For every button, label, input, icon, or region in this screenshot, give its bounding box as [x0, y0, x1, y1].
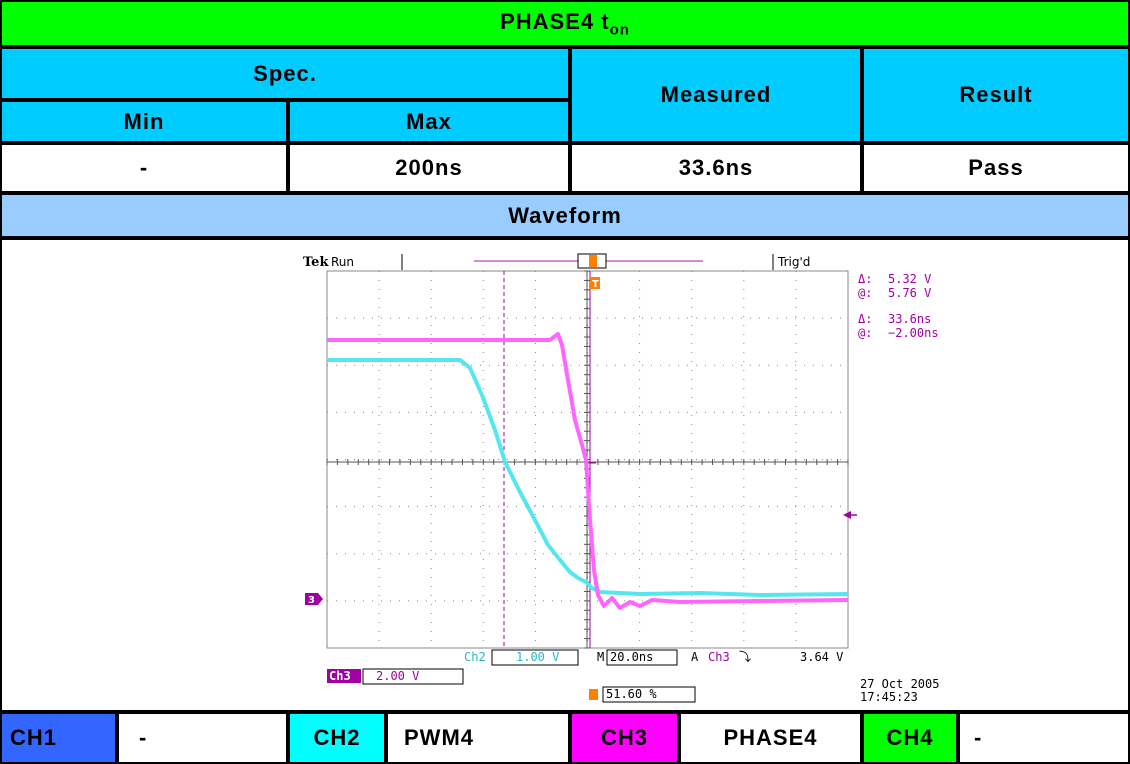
svg-text:Ch2: Ch2: [464, 650, 486, 664]
measured-value: 33.6ns: [570, 143, 862, 193]
legend-ch1-swatch: CH1: [0, 712, 117, 764]
trigger-t-marker-top: [589, 255, 597, 267]
min-value: -: [0, 143, 288, 193]
svg-text:17:45:23: 17:45:23: [860, 690, 918, 704]
max-value: 200ns: [288, 143, 570, 193]
ch3-waveform: [327, 332, 849, 610]
svg-text:@:: @:: [858, 326, 872, 340]
svg-text:A: A: [691, 650, 699, 664]
svg-text:Ch3: Ch3: [708, 650, 730, 664]
svg-text:−2.00ns: −2.00ns: [888, 326, 939, 340]
svg-text:T: T: [592, 279, 599, 290]
svg-text:⤵: ⤵: [739, 650, 751, 664]
svg-text:33.6ns: 33.6ns: [888, 312, 931, 326]
min-header: Min: [0, 100, 288, 143]
svg-text:M: M: [597, 650, 604, 664]
title-bar: PHASE4 ton: [0, 0, 1130, 47]
result-header: Result: [862, 47, 1130, 143]
svg-text:51.60 %: 51.60 %: [606, 687, 657, 701]
svg-text:20.0ns: 20.0ns: [610, 650, 653, 664]
ch3-ground-marker: [305, 593, 323, 605]
result-value: Pass: [862, 143, 1130, 193]
spec-header: Spec.: [0, 47, 570, 100]
svg-text:3.64 V: 3.64 V: [800, 650, 843, 664]
legend-ch4-name: -: [958, 712, 1130, 764]
max-header: Max: [288, 100, 570, 143]
trigger-position-marker: [590, 277, 600, 289]
cursor-readouts: Δ: 5.32 V @: 5.76 V Δ: 33.6ns @: −2.00ns: [858, 272, 939, 340]
svg-text:Δ:: Δ:: [858, 272, 872, 286]
legend-ch1-name: -: [117, 712, 288, 764]
svg-text:@:: @:: [858, 286, 872, 300]
svg-text:5.32 V: 5.32 V: [888, 272, 931, 286]
scope-bottom-readouts: Ch2 1.00 V M 20.0ns A Ch3 ⤵ 3.64 V Ch3 2…: [327, 649, 939, 704]
svg-text:Δ:: Δ:: [858, 312, 872, 326]
trig-status: Trig'd: [777, 255, 810, 269]
svg-text:1.00 V: 1.00 V: [516, 650, 559, 664]
svg-text:5.76 V: 5.76 V: [888, 286, 931, 300]
svg-text:2.00 V: 2.00 V: [376, 669, 419, 683]
scope-status: Run: [331, 255, 354, 269]
waveform-header: Waveform: [0, 193, 1130, 238]
legend-ch2-swatch: CH2: [288, 712, 386, 764]
legend-ch3-name: PHASE4: [679, 712, 862, 764]
reference-arrow-icon: [843, 511, 851, 519]
svg-text:27 Oct 2005: 27 Oct 2005: [860, 677, 939, 691]
title-text: PHASE4 ton: [500, 8, 630, 39]
measured-header: Measured: [570, 47, 862, 143]
legend-ch4-swatch: CH4: [862, 712, 958, 764]
ch2-waveform: [327, 358, 849, 597]
scope-brand: Tek: [303, 255, 329, 270]
svg-text:3: 3: [308, 595, 315, 606]
legend-ch2-name: PWM4: [386, 712, 570, 764]
svg-text:Ch3: Ch3: [329, 669, 351, 683]
legend-ch3-swatch: CH3: [570, 712, 679, 764]
